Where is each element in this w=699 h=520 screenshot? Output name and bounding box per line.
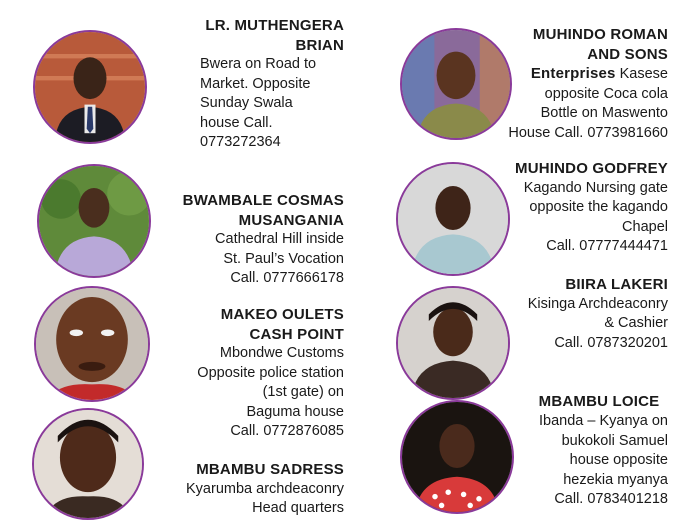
person-photo-icon <box>36 288 148 400</box>
contact-detail: hezekia myanya <box>563 471 668 488</box>
contact-detail: Sunday Swala <box>200 95 293 111</box>
contact-detail: Ibanda – Kyanya on <box>539 413 668 429</box>
contact-detail: Head quarters <box>252 500 344 516</box>
contact-detail: Mbondwe Customs <box>219 345 344 361</box>
contact-detail: Opposite police station <box>197 364 344 381</box>
avatar-photo <box>37 164 151 278</box>
contact-name: BWAMBALE COSMAS <box>182 192 344 209</box>
contact-detail: (1st gate) on <box>262 384 344 400</box>
contact-name: CASH POINT <box>249 325 344 343</box>
avatar-photo <box>32 408 144 520</box>
person-photo-icon <box>35 32 145 142</box>
person-photo-icon <box>402 402 512 512</box>
contact-name: Enterprises <box>530 65 616 82</box>
contact-detail: 0773272364 <box>200 134 281 150</box>
contact-detail: St. Paul’s Vocation <box>223 250 344 267</box>
person-photo-icon <box>39 166 149 276</box>
avatar-photo <box>34 286 150 402</box>
contact-detail: Kasese <box>619 66 668 82</box>
avatar-photo <box>400 400 514 514</box>
contact-detail: Kyarumba archdeaconry <box>186 480 344 497</box>
contact-detail: Call. 0777666178 <box>230 270 344 286</box>
contact-detail: Bottle on Maswento <box>540 105 668 121</box>
avatar-photo <box>396 162 510 276</box>
contact-detail: Bwera on Road to <box>200 56 317 72</box>
contact-detail: Call. 0772876085 <box>230 423 344 439</box>
contact-name: MUSANGANIA <box>238 211 344 229</box>
contact-detail: Call. 0783401218 <box>554 491 668 507</box>
person-photo-icon <box>34 410 142 518</box>
contact-detail: bukokoli Samuel <box>561 432 668 449</box>
avatar-photo <box>396 286 510 400</box>
contact-name: MUHINDO ROMAN <box>532 26 668 43</box>
contact-name: BRIAN <box>295 36 344 54</box>
contact-name: MBAMBU SADRESS <box>196 461 344 478</box>
contact-name: MBAMBU LOICE <box>538 393 660 410</box>
person-photo-icon <box>398 288 508 398</box>
avatar-photo <box>33 30 147 144</box>
contact-detail: & Cashier <box>604 315 668 331</box>
contact-detail: Chapel <box>622 218 668 235</box>
contact-detail: Call. 07777444471 <box>546 238 668 254</box>
contact-detail: house Call. <box>200 114 273 131</box>
contact-detail: house opposite <box>569 452 668 468</box>
contact-name: BIIRA LAKERI <box>565 276 668 293</box>
contact-detail: Baguma house <box>246 403 344 420</box>
contact-name: AND SONS <box>587 45 668 63</box>
contact-name: MAKEO OULETS <box>220 306 344 323</box>
contact-detail: Market. Opposite <box>200 75 311 92</box>
person-photo-icon <box>398 164 508 274</box>
contact-detail: Call. 0787320201 <box>554 334 668 351</box>
contact-detail: opposite Coca cola <box>544 85 668 102</box>
avatar-photo <box>400 28 512 140</box>
contact-detail: opposite the kagando <box>529 199 668 215</box>
contact-detail: Kisinga Archdeaconry <box>527 295 668 312</box>
contact-detail: Kagando Nursing gate <box>523 179 668 196</box>
contact-name: MUHINDO GODFREY <box>515 160 668 177</box>
contact-name: LR. MUTHENGERA <box>205 17 344 34</box>
contact-detail: Cathedral Hill inside <box>215 231 344 247</box>
contact-detail: House Call. 0773981660 <box>508 124 668 141</box>
person-photo-icon <box>402 30 510 138</box>
